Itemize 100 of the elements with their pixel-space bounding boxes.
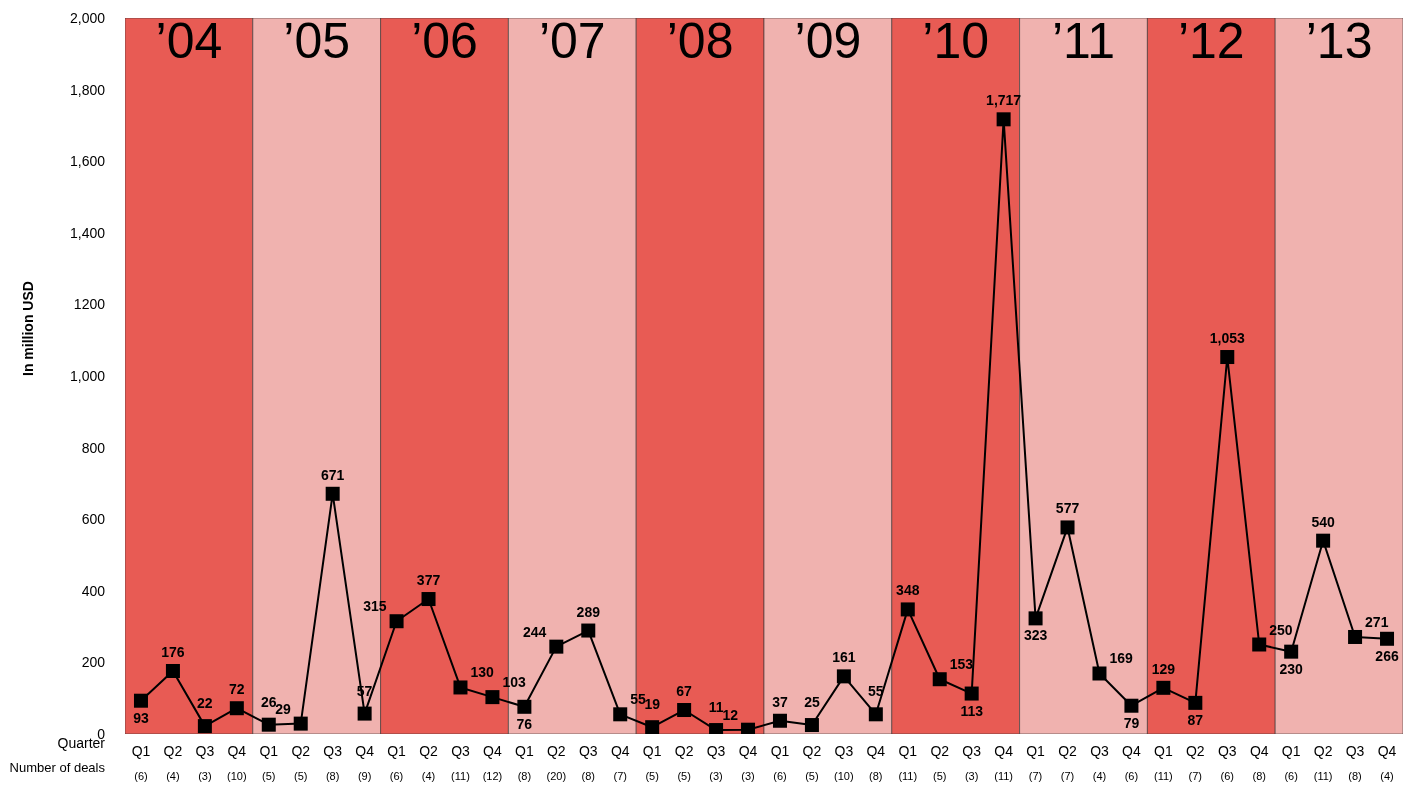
x-tick-label: Q4: [610, 743, 630, 759]
text: (3): [198, 770, 212, 782]
data-label: 153: [949, 656, 974, 673]
point: [1092, 666, 1107, 681]
point: [549, 639, 564, 654]
data-label: 289: [576, 603, 601, 620]
data-label: 161: [832, 649, 856, 666]
data-label: 19: [644, 696, 661, 713]
x-tick-label: Q4: [866, 743, 886, 759]
x-tick-label: Q2: [1185, 743, 1205, 759]
x-tick-label: Q1: [898, 743, 918, 759]
point: [1220, 350, 1235, 365]
x-tick-label: Q4: [1377, 743, 1397, 759]
data-label: 266: [1375, 647, 1399, 664]
data-label: 1,053: [1209, 330, 1245, 347]
y-axis-title: In million USD: [19, 281, 36, 376]
x-tick-label: Q2: [419, 743, 439, 759]
data-label: 103: [502, 674, 526, 691]
annotation: ’10: [922, 12, 990, 69]
annotation: ’06: [411, 12, 478, 69]
text: (5): [805, 770, 819, 782]
x-tick-label: Q1: [259, 743, 279, 759]
text: (7): [1188, 770, 1203, 782]
data-label: 250: [1269, 621, 1293, 638]
data-label: 72: [229, 681, 245, 698]
x-tick-label: Q3: [1345, 743, 1365, 759]
x-tick-label: Q4: [1122, 743, 1141, 759]
y-tick-label: 1,000: [69, 367, 106, 384]
data-label: 129: [1151, 660, 1176, 677]
text: (5): [933, 770, 947, 782]
text: (3): [964, 770, 979, 782]
x-tick-label: Q2: [674, 743, 694, 759]
text: (11): [994, 770, 1013, 782]
point: [1316, 533, 1331, 548]
point: [581, 623, 596, 638]
x-tick-label: Q2: [1058, 743, 1078, 759]
point: [485, 690, 500, 705]
data-label: 11: [708, 699, 724, 716]
x-tick-label: Q3: [962, 743, 982, 759]
annotation: ’13: [1305, 12, 1373, 69]
y-tick-label: 1,800: [69, 81, 106, 98]
text: (8): [869, 770, 883, 782]
text: (5): [645, 770, 659, 782]
data-label: 79: [1123, 714, 1140, 731]
x-tick-label: Q1: [1281, 743, 1301, 759]
annotation: ’07: [538, 12, 606, 69]
data-label: 130: [470, 664, 495, 681]
point: [804, 718, 819, 733]
text: (10): [227, 770, 247, 782]
y-tick-label: 400: [81, 582, 106, 599]
data-label: 26: [260, 693, 277, 710]
text: (5): [677, 770, 691, 782]
data-label: 315: [363, 598, 387, 615]
y-tick-label: 800: [81, 439, 106, 456]
y-tick-label: 1,400: [69, 224, 106, 241]
x-tick-label: Q3: [323, 743, 343, 759]
text: (7): [1028, 770, 1043, 782]
x-tick-label: Q3: [1217, 743, 1237, 759]
data-label: 37: [772, 693, 788, 710]
point: [613, 707, 628, 722]
point: [453, 680, 468, 695]
x-tick-label: Q1: [131, 743, 151, 759]
x-tick-label: Q1: [642, 743, 662, 759]
annotation: ’12: [1177, 12, 1245, 69]
x-tick-label: Q1: [515, 743, 534, 759]
data-label: 113: [960, 702, 984, 719]
point: [421, 592, 436, 607]
x-tick-label: Q3: [578, 743, 598, 759]
point: [1380, 631, 1395, 646]
text: (11): [1154, 770, 1173, 782]
text: (4): [166, 770, 180, 782]
x-tick-label: Q1: [387, 743, 407, 759]
text: (4): [1092, 770, 1107, 782]
point: [1252, 637, 1267, 652]
point: [1188, 695, 1203, 710]
x-tick-label: Q1: [770, 743, 790, 759]
text: (6): [1220, 770, 1234, 782]
y-tick-label: 600: [81, 511, 106, 528]
data-label: 169: [1109, 650, 1134, 667]
x-tick-label: Q3: [451, 743, 471, 759]
text: (8): [1252, 770, 1266, 782]
data-label: 348: [896, 582, 920, 599]
data-label: 25: [804, 694, 820, 711]
y-tick-label: 2,000: [69, 9, 106, 26]
point: [517, 699, 532, 714]
annotation: ’09: [794, 12, 862, 69]
text: (7): [613, 770, 627, 782]
x-tick-label: Q2: [930, 743, 950, 759]
point: [357, 706, 372, 721]
point: [133, 693, 148, 708]
point: [1060, 520, 1075, 535]
point: [293, 716, 308, 731]
point: [1124, 698, 1139, 713]
text: (6): [1124, 770, 1139, 782]
annotation: ’11: [1051, 12, 1116, 69]
text: (8): [325, 770, 340, 782]
text: (6): [773, 770, 787, 782]
data-label: 67: [676, 683, 693, 700]
y-tick-label: 200: [81, 654, 106, 671]
data-label: 671: [321, 466, 345, 483]
